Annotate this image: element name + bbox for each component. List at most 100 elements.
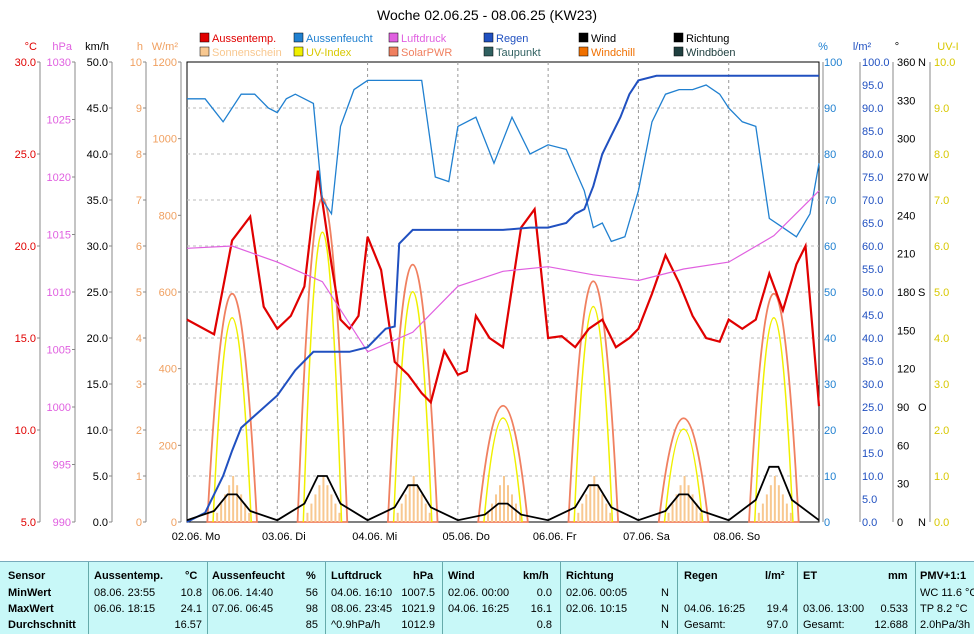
axis-tick-label: 2.0 (934, 425, 949, 437)
axis-tick-label: 5.0 (93, 471, 108, 483)
header-wind: Wind (448, 570, 475, 582)
uv-bump (483, 417, 523, 523)
sunshine-bar (785, 503, 788, 522)
header-rain-unit: l/m² (765, 570, 785, 582)
uv-bump (663, 428, 704, 523)
axis-tick-label: 50.0 (87, 57, 108, 69)
chart-title: Woche 02.06.25 - 08.06.25 (KW23) (377, 7, 597, 23)
header-et-unit: mm (888, 570, 908, 582)
row-label-avg: Durchschnitt (8, 619, 76, 631)
temp-min-date: 08.06. 23:55 (94, 587, 156, 599)
temp-avg: 16.57 (174, 619, 202, 631)
axis-tick-label: 10.0 (862, 471, 883, 483)
sunshine-bar (581, 503, 584, 522)
legend-label: Windböen (686, 47, 736, 59)
axis-tick-label: 95.0 (862, 80, 883, 92)
sunshine-bar (773, 476, 776, 522)
sunshine-bar (248, 512, 251, 522)
sunshine-bar (220, 503, 223, 522)
sunshine-bar (761, 503, 764, 522)
rain-total-label: Gesamt: (684, 619, 726, 631)
axis-tick-label: 2 (136, 425, 142, 437)
axis-tick-label: 1005 (47, 345, 71, 357)
legend-label: Taupunkt (496, 47, 541, 59)
legend-label: Wind (591, 33, 616, 45)
axis-tick-label: 15.0 (87, 379, 108, 391)
x-tick-day: Sa (656, 531, 670, 543)
legend-swatch (578, 46, 589, 57)
header-et: ET (803, 570, 818, 582)
axis-tick-label: N (918, 57, 926, 69)
axis-tick-label: W (918, 172, 929, 184)
axis-tick-label: 30.0 (15, 57, 36, 69)
axis-tick-label: 3.0 (934, 379, 949, 391)
row-label-max: MaxWert (8, 603, 54, 615)
sunshine-bar (679, 485, 682, 522)
axis-tick-label: 5.0 (21, 517, 36, 529)
uv-bump (754, 316, 794, 523)
hum-min-date: 06.06. 14:40 (212, 587, 274, 599)
axis-tick-label: 20.0 (87, 333, 108, 345)
x-tick-day: Mo (205, 531, 220, 543)
axis-tick-label: 70 (824, 195, 836, 207)
sunshine-bar (519, 512, 521, 522)
legend-label: Luftdruck (401, 33, 447, 45)
axis-tick-label: 75.0 (862, 172, 883, 184)
legend-label: Regen (496, 33, 528, 45)
legend-swatch (388, 32, 399, 43)
grid (187, 62, 819, 522)
sunshine-bar (769, 485, 772, 522)
x-tick-date: 05.06. (443, 531, 474, 543)
axis-tick-label: 70.0 (862, 195, 883, 207)
x-tick-day: Do (476, 531, 490, 543)
axis-tick-label: 6.0 (934, 241, 949, 253)
wind-max-date: 04.06. 16:25 (448, 603, 510, 615)
axis-tick-label: 1 (136, 471, 142, 483)
sunshine-bar (322, 476, 325, 522)
axis-tick-label: 20.0 (15, 241, 36, 253)
axes: °C30.025.020.015.010.05.0hPa103010251020… (15, 41, 959, 529)
sunshine-bar (420, 494, 423, 522)
dir-max: N (661, 603, 669, 615)
axis-tick-label: 200 (159, 440, 177, 452)
weather-week-chart: Woche 02.06.25 - 08.06.25 (KW23) Aussent… (14, 7, 959, 543)
axis-tick-label: 40.0 (87, 149, 108, 161)
axis-tick-label: 990 (53, 517, 71, 529)
hum-max: 98 (305, 603, 318, 615)
x-tick-day: Mi (386, 531, 398, 543)
axis-tick-label: 995 (53, 460, 71, 472)
axis-tick-label: 0.0 (934, 517, 949, 529)
axis-tick-label: 6 (136, 241, 142, 253)
header-pmv: PMV+1:1 (920, 570, 967, 582)
row-label-min: MinWert (8, 587, 52, 599)
axis-tick-label: 0.0 (862, 517, 877, 529)
sunshine-bar (757, 512, 760, 522)
axis-tick-label: 8.0 (934, 149, 949, 161)
legend-swatch (293, 46, 304, 57)
sunshine-bar (244, 503, 247, 522)
axis-tick-label: 90 (824, 103, 836, 115)
axis-tick-label: 50 (824, 287, 836, 299)
axis-tick-label: 30 (897, 479, 909, 491)
legend-swatch (483, 46, 494, 57)
pmv-line1: WC 11.6 °C (920, 587, 974, 599)
sunshine-bar (318, 485, 321, 522)
sunshine-bar (338, 512, 341, 522)
axis-tick-label: 1000 (47, 402, 71, 414)
axis-tick-label: 80 (824, 149, 836, 161)
axis-tick-label: 1200 (153, 57, 177, 69)
x-tick-date: 08.06. (713, 531, 744, 543)
axis-tick-label: 600 (159, 287, 177, 299)
axis-tick-label: 100 (824, 57, 842, 69)
axis-tick-label: 90.0 (862, 103, 883, 115)
axis-tick-label: 100.0 (862, 57, 890, 69)
axis-tick-label: O (918, 402, 927, 414)
axis-tick-label: 45.0 (87, 103, 108, 115)
axis-tick-label: 0 (824, 517, 830, 529)
sunshine-bar (671, 503, 674, 522)
header-wind-unit: km/h (523, 570, 549, 582)
x-tick-day: Fr (566, 531, 577, 543)
header-humidity: Aussenfeucht (212, 570, 285, 582)
axis-tick-label: 30.0 (87, 241, 108, 253)
et-min: 0.533 (880, 603, 908, 615)
